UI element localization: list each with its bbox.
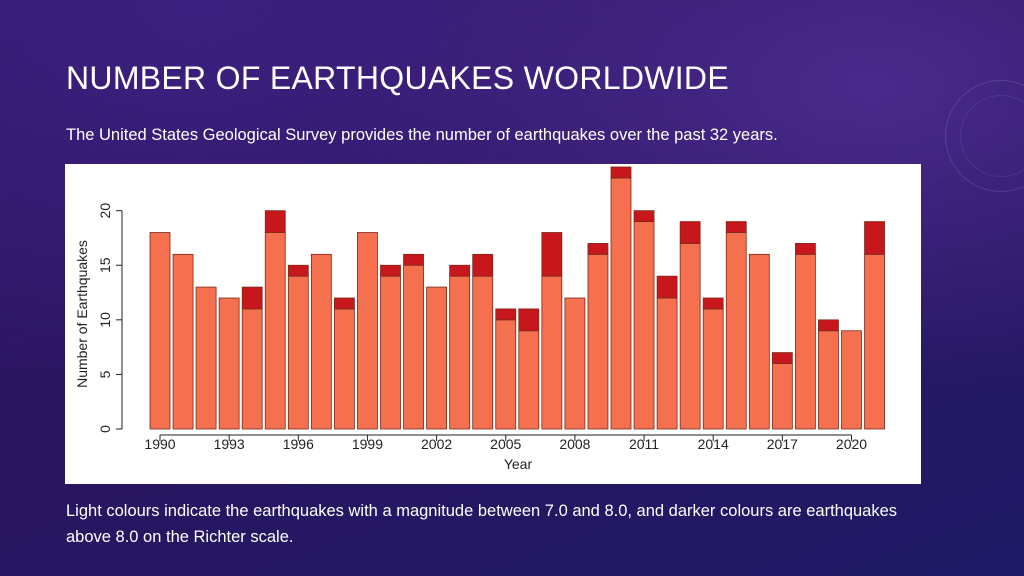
bar-light-2010 xyxy=(610,177,632,430)
bar-light-1996 xyxy=(287,275,309,430)
slide-title: NUMBER OF EARTHQUAKES WORLDWIDE xyxy=(66,60,729,96)
x-tick-label-2014: 2014 xyxy=(698,436,729,452)
bar-light-2019 xyxy=(818,330,839,430)
bar-dark-2006 xyxy=(518,308,540,332)
bar-dark-1998 xyxy=(333,297,355,310)
y-axis: 0 5 10 15 20 xyxy=(97,203,123,433)
bar-dark-2015 xyxy=(725,221,747,233)
x-tick-label-2005: 2005 xyxy=(490,436,521,452)
x-axis: 1990 1993 1996 1999 2002 2005 2008 2011 2014 2017… xyxy=(144,434,867,452)
x-axis-label: Year xyxy=(504,456,533,472)
bar-dark-2009 xyxy=(587,243,609,255)
y-tick-label-15: 15 xyxy=(97,257,113,273)
bar-dark-2005 xyxy=(495,308,517,321)
bar-dark-2004 xyxy=(472,253,494,277)
bar-light-2012 xyxy=(656,297,678,430)
x-tick-label-2002: 2002 xyxy=(421,436,452,452)
bar-light-2020 xyxy=(841,330,862,430)
y-tick-label-10: 10 xyxy=(97,312,113,328)
x-tick-label-1990: 1990 xyxy=(144,436,175,452)
bar-light-2005 xyxy=(495,319,517,430)
bar-light-2015 xyxy=(725,232,747,430)
bar-dark-2001 xyxy=(403,253,424,266)
chart-panel: 0 5 10 15 20 1990 1993 1996 1999 2002 2005 2008 201… xyxy=(65,164,921,484)
bar-light-1997 xyxy=(310,253,332,430)
bar-dark-2018 xyxy=(795,243,816,255)
bar-dark-2013 xyxy=(679,221,701,244)
bar-dark-2003 xyxy=(449,264,471,277)
x-tick-label-1999: 1999 xyxy=(352,436,383,452)
bar-light-1999 xyxy=(357,232,378,430)
bar-light-2007 xyxy=(541,275,563,430)
x-tick-label-1996: 1996 xyxy=(283,436,314,452)
bar-light-2011 xyxy=(633,221,655,430)
x-tick-label-2017: 2017 xyxy=(767,436,798,452)
bar-light-1993 xyxy=(218,297,240,430)
bar-dark-2014 xyxy=(702,297,724,310)
bar-light-2018 xyxy=(795,253,816,430)
bar-light-1990 xyxy=(149,232,171,430)
x-tick-label-2011: 2011 xyxy=(629,436,659,452)
y-tick-label-5: 5 xyxy=(97,370,113,378)
slide-subtitle: The United States Geological Survey prov… xyxy=(66,126,778,144)
bar-light-2000 xyxy=(380,275,401,430)
bar-light-1998 xyxy=(333,308,355,430)
bar-dark-2012 xyxy=(656,275,678,299)
x-tick-label-2020: 2020 xyxy=(836,436,867,452)
bar-dark-1994 xyxy=(241,286,263,310)
bars-group xyxy=(149,166,885,430)
slide-caption: Light colours indicate the earthquakes w… xyxy=(66,502,898,546)
earthquake-bar-chart: 0 5 10 15 20 1990 1993 1996 1999 2002 2005 2008 201… xyxy=(74,166,885,472)
bar-dark-1995 xyxy=(264,210,286,233)
bar-light-2008 xyxy=(564,297,586,430)
bar-dark-2011 xyxy=(633,210,655,222)
bar-light-2009 xyxy=(587,253,609,430)
y-tick-label-20: 20 xyxy=(97,203,113,219)
bar-light-1995 xyxy=(264,232,286,430)
bar-dark-1996 xyxy=(287,264,309,277)
bar-light-1994 xyxy=(241,308,263,430)
bar-light-1992 xyxy=(195,286,217,430)
x-tick-label-1993: 1993 xyxy=(214,436,245,452)
bar-light-2017 xyxy=(771,363,793,430)
y-tick-label-0: 0 xyxy=(97,425,113,433)
bar-dark-2000 xyxy=(380,264,401,277)
bar-light-2002 xyxy=(426,286,448,430)
bar-dark-2007 xyxy=(541,232,563,277)
bar-light-2003 xyxy=(449,275,471,430)
bar-light-2014 xyxy=(702,308,724,430)
bar-light-2001 xyxy=(403,264,424,430)
x-tick-label-2008: 2008 xyxy=(559,436,590,452)
bar-light-2006 xyxy=(518,330,540,430)
bar-dark-2017 xyxy=(771,352,793,364)
bar-dark-2010 xyxy=(610,166,632,179)
bar-dark-2021 xyxy=(864,221,885,255)
bar-light-2013 xyxy=(679,243,701,430)
y-axis-label: Number of Earthquakes xyxy=(74,240,90,388)
bar-light-2004 xyxy=(472,275,494,430)
bar-dark-2019 xyxy=(818,319,839,332)
bar-light-2016 xyxy=(748,253,770,430)
bar-light-1991 xyxy=(172,253,194,430)
bar-light-2021 xyxy=(864,253,885,430)
